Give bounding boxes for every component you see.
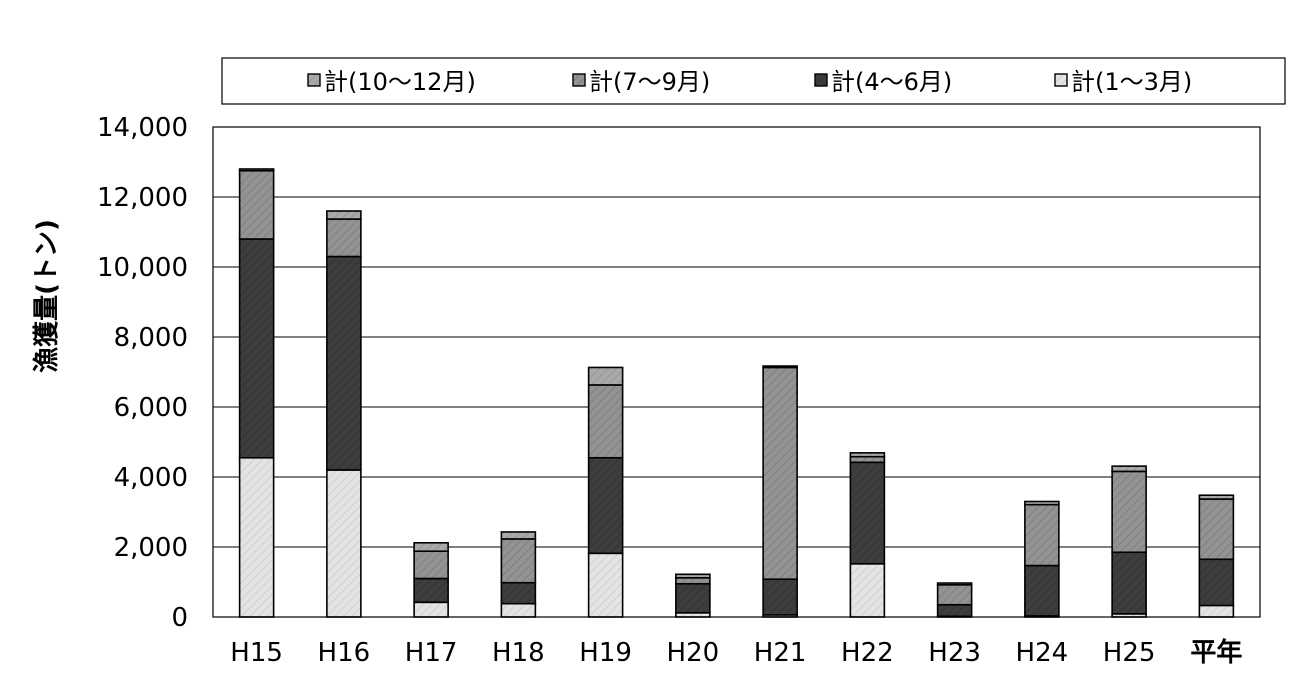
bar-segment-jul-sep xyxy=(762,366,798,581)
legend-swatch xyxy=(1054,73,1068,87)
bar-segment-jan-mar xyxy=(238,456,275,618)
bar-segment-oct-dec xyxy=(936,582,973,586)
bar-segment-oct-dec xyxy=(849,452,886,458)
bar-segment-jul-sep xyxy=(675,576,711,585)
y-tick-label: 10,000 xyxy=(97,253,188,283)
bar-segment-jan-mar xyxy=(326,469,362,618)
x-tick-label: H25 xyxy=(1103,638,1156,668)
bar-segment-oct-dec xyxy=(762,365,798,369)
x-tick-label: H19 xyxy=(579,638,632,668)
x-tick-label: 平年 xyxy=(1190,637,1242,668)
bar-segment-oct-dec xyxy=(675,573,711,579)
bar-segment-apr-jun xyxy=(1198,558,1235,607)
plot-area-frame xyxy=(212,126,1261,618)
y-axis-ticks: 0 2,000 4,000 6,000 8,000 10,000 12,000 14,000 xyxy=(97,113,188,633)
x-tick-label: H23 xyxy=(928,638,981,668)
y-tick-label: 4,000 xyxy=(114,463,188,493)
bar-segment-apr-jun xyxy=(675,582,711,614)
x-tick-label: H17 xyxy=(405,638,458,668)
bar-segment-jul-sep xyxy=(500,538,537,584)
bar-segment-jan-mar xyxy=(500,602,537,618)
legend: 計(10～12月) 計(7～9月) 計(4～6月) 計(1～3月) xyxy=(221,57,1286,105)
legend-label: 計(10～12月) xyxy=(324,68,476,96)
bars xyxy=(238,168,1235,618)
bar-segment-apr-jun xyxy=(238,238,275,459)
bar-segment-apr-jun xyxy=(849,461,886,565)
bar-segment-oct-dec xyxy=(326,210,362,220)
x-tick-label: H16 xyxy=(318,638,371,668)
legend-box xyxy=(221,57,1286,105)
bar-segment-apr-jun xyxy=(1111,551,1147,615)
bar-segment-oct-dec xyxy=(1024,500,1060,506)
x-tick-label: H24 xyxy=(1016,638,1069,668)
bar-segment-oct-dec xyxy=(500,531,537,540)
bar-segment-jul-sep xyxy=(238,169,275,240)
y-axis-label: 漁獲量(トン) xyxy=(32,219,62,373)
bar-segment-oct-dec xyxy=(238,168,275,172)
bar-segment-oct-dec xyxy=(413,541,449,552)
y-tick-label: 14,000 xyxy=(97,113,188,143)
legend-swatch xyxy=(572,73,586,87)
bar-segment-apr-jun xyxy=(762,578,798,616)
bar-segment-oct-dec xyxy=(1111,465,1147,473)
bar-segment-apr-jun xyxy=(326,255,362,471)
y-tick-label: 8,000 xyxy=(114,323,188,353)
legend-swatch xyxy=(814,73,828,87)
bar-segment-jan-mar xyxy=(1198,604,1235,618)
x-tick-label: H22 xyxy=(841,638,894,668)
y-tick-label: 6,000 xyxy=(114,393,188,423)
legend-label: 計(4～6月) xyxy=(831,68,952,96)
legend-label: 計(7～9月) xyxy=(589,68,710,96)
bar-segment-jul-sep xyxy=(1111,470,1147,554)
bar-segment-oct-dec xyxy=(587,366,624,386)
bar-segment-apr-jun xyxy=(936,603,973,618)
bar-segment-apr-jun xyxy=(413,577,449,604)
bar-segment-jul-sep xyxy=(1024,503,1060,567)
bar-segment-jan-mar xyxy=(587,552,624,618)
x-tick-label: H21 xyxy=(754,638,807,668)
bar-segment-jul-sep xyxy=(1198,498,1235,561)
y-tick-label: 0 xyxy=(171,603,188,633)
bar-segment-oct-dec xyxy=(1198,494,1235,500)
y-tick-label: 12,000 xyxy=(97,183,188,213)
y-tick-label: 2,000 xyxy=(114,533,188,563)
bar-segment-apr-jun xyxy=(500,581,537,605)
gridlines xyxy=(213,196,1260,548)
legend-label: 計(1～3月) xyxy=(1071,68,1192,96)
bar-segment-jul-sep xyxy=(587,384,624,459)
bar-segment-jan-mar xyxy=(849,562,886,618)
x-tick-label: H18 xyxy=(492,638,545,668)
x-axis-ticks: H15 H16 H17 H18 H19 H20 H21 H22 H23 H24 H25 平年 xyxy=(230,637,1242,668)
x-tick-label: H20 xyxy=(667,638,720,668)
bar-segment-apr-jun xyxy=(1024,564,1060,617)
bar-segment-apr-jun xyxy=(587,456,624,555)
bar-segment-jan-mar xyxy=(413,601,449,618)
bar-segment-jul-sep xyxy=(326,218,362,258)
bar-segment-jul-sep xyxy=(936,583,973,606)
bar-segment-jul-sep xyxy=(413,550,449,580)
legend-swatch xyxy=(307,73,321,87)
x-tick-label: H15 xyxy=(230,638,283,668)
bar-segment-jul-sep xyxy=(849,455,886,464)
